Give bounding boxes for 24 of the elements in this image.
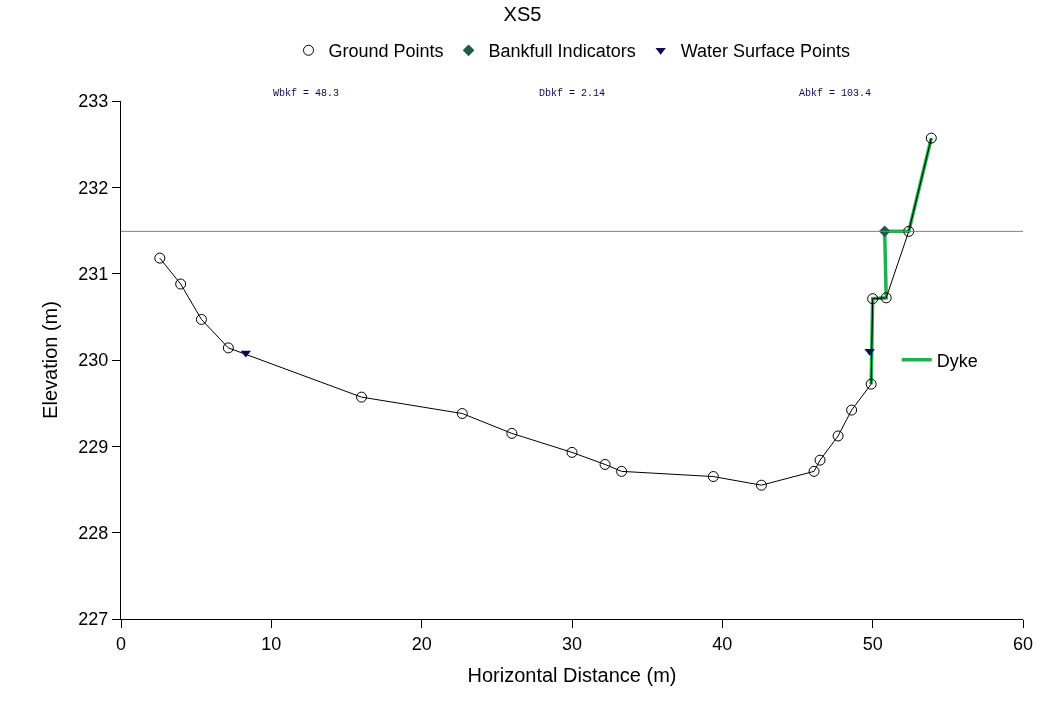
chart-title: XS5 <box>503 3 542 26</box>
x-tick-label: 50 <box>862 633 883 654</box>
legend-label: Dyke <box>936 350 978 371</box>
x-tick-label: 0 <box>115 633 127 654</box>
x-axis-title: Horizontal Distance (m) <box>467 664 677 687</box>
y-tick-label: 227 <box>78 609 109 630</box>
x-tick-label: 40 <box>712 633 733 654</box>
y-axis-title: Elevation (m) <box>38 301 61 419</box>
y-tick-label: 230 <box>78 350 109 371</box>
x-tick-label: 20 <box>411 633 432 654</box>
text: Dbkf = 2.14 <box>539 88 606 99</box>
x-tick-label: 60 <box>1012 633 1034 654</box>
x-tick-label: 30 <box>561 633 583 654</box>
x-tick-label: 10 <box>261 633 282 654</box>
y-tick-label: 229 <box>78 436 109 457</box>
text: Wbkf = 48.3 <box>273 88 340 99</box>
legend-label: Water Surface Points <box>680 41 851 62</box>
y-tick-label: 233 <box>78 91 109 112</box>
y-tick-label: 232 <box>78 177 109 198</box>
y-tick-label: 231 <box>78 263 109 284</box>
legend-label: Bankfull Indicators <box>488 41 636 62</box>
y-tick-label: 228 <box>78 522 109 543</box>
text: Abkf = 103.4 <box>799 88 872 99</box>
legend-label: Ground Points <box>328 41 444 62</box>
